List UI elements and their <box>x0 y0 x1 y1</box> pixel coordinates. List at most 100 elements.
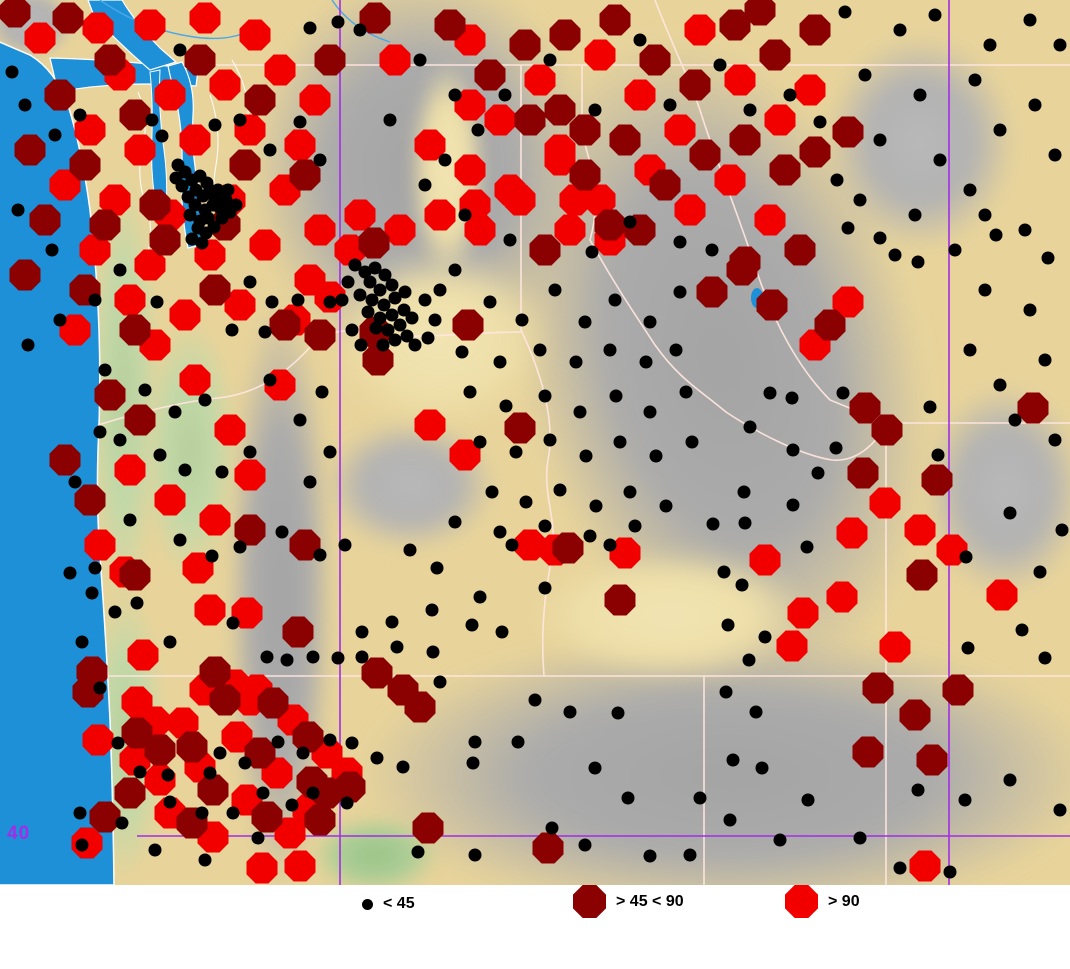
station-marker-gt90 <box>524 64 556 96</box>
station-marker-gt90 <box>154 79 186 111</box>
station-marker-gt45lt90 <box>244 84 276 116</box>
station-marker-lt45 <box>338 538 352 552</box>
station-marker-lt45 <box>578 838 592 852</box>
station-marker-lt45 <box>563 705 577 719</box>
station-marker-lt45 <box>208 118 222 132</box>
station-marker-lt45 <box>213 746 227 760</box>
station-marker-lt45 <box>763 386 777 400</box>
station-marker-lt45 <box>229 198 243 212</box>
station-marker-lt45 <box>150 295 164 309</box>
station-marker-gt45lt90 <box>942 674 974 706</box>
station-marker-lt45 <box>893 23 907 37</box>
station-marker-lt45 <box>233 540 247 554</box>
station-marker-lt45 <box>353 288 367 302</box>
station-marker-gt45lt90 <box>358 227 390 259</box>
station-marker-gt90 <box>484 104 516 136</box>
station-marker-lt45 <box>185 232 199 246</box>
station-marker-lt45 <box>623 485 637 499</box>
station-marker-gt45lt90 <box>544 94 576 126</box>
station-marker-lt45 <box>465 618 479 632</box>
station-marker-gt90 <box>384 214 416 246</box>
station-marker-gt45lt90 <box>282 616 314 648</box>
station-marker-lt45 <box>163 795 177 809</box>
legend-label-gt45lt90: > 45 < 90 <box>616 892 684 910</box>
station-marker-lt45 <box>455 345 469 359</box>
station-marker-lt45 <box>313 153 327 167</box>
station-marker-lt45 <box>800 540 814 554</box>
station-marker-lt45 <box>403 543 417 557</box>
station-marker-lt45 <box>509 445 523 459</box>
station-marker-gt45lt90 <box>199 274 231 306</box>
station-marker-gt45lt90 <box>434 9 466 41</box>
station-marker-lt45 <box>888 248 902 262</box>
station-marker-lt45 <box>693 791 707 805</box>
station-marker-lt45 <box>233 113 247 127</box>
station-marker-gt45lt90 <box>1017 392 1049 424</box>
legend-label-lt45: < 45 <box>383 895 415 912</box>
station-marker-lt45 <box>743 420 757 434</box>
station-marker-lt45 <box>785 391 799 405</box>
station-marker-lt45 <box>1053 38 1067 52</box>
station-marker-lt45 <box>113 433 127 447</box>
marker-layer <box>0 0 1069 884</box>
station-marker-gt45lt90 <box>514 104 546 136</box>
station-marker-lt45 <box>418 293 432 307</box>
station-marker-lt45 <box>1023 303 1037 317</box>
station-marker-gt45lt90 <box>199 656 231 688</box>
station-marker-lt45 <box>376 338 390 352</box>
station-marker-gt90 <box>776 630 808 662</box>
station-marker-lt45 <box>5 65 19 79</box>
station-marker-gt45lt90 <box>899 699 931 731</box>
station-marker-lt45 <box>130 596 144 610</box>
station-marker-gt45lt90 <box>639 44 671 76</box>
station-marker-lt45 <box>388 333 402 347</box>
station-marker-lt45 <box>538 389 552 403</box>
station-marker-gt45lt90 <box>532 832 564 864</box>
station-marker-gt90 <box>179 364 211 396</box>
station-marker-lt45 <box>853 831 867 845</box>
station-marker-lt45 <box>1053 803 1067 817</box>
station-marker-gt90 <box>584 39 616 71</box>
station-marker-lt45 <box>370 751 384 765</box>
station-marker-lt45 <box>483 295 497 309</box>
station-marker-lt45 <box>738 516 752 530</box>
station-marker-lt45 <box>978 208 992 222</box>
station-marker-gt90 <box>754 204 786 236</box>
legend-dark-octagon-swatch <box>573 885 606 918</box>
station-marker-lt45 <box>931 448 945 462</box>
station-marker-lt45 <box>659 499 673 513</box>
station-marker-lt45 <box>463 385 477 399</box>
station-marker-lt45 <box>485 485 499 499</box>
station-marker-gt45lt90 <box>906 559 938 591</box>
station-marker-lt45 <box>98 363 112 377</box>
station-marker-gt90 <box>624 79 656 111</box>
station-marker-lt45 <box>528 693 542 707</box>
station-marker-lt45 <box>323 445 337 459</box>
station-marker-lt45 <box>111 736 125 750</box>
station-marker-lt45 <box>405 311 419 325</box>
station-marker-lt45 <box>1028 98 1042 112</box>
station-marker-lt45 <box>53 313 67 327</box>
station-marker-gt45lt90 <box>209 684 241 716</box>
station-marker-lt45 <box>628 519 642 533</box>
station-marker-gt45lt90 <box>14 134 46 166</box>
station-marker-lt45 <box>385 278 399 292</box>
station-marker-lt45 <box>73 806 87 820</box>
station-marker-lt45 <box>1003 773 1017 787</box>
station-marker-lt45 <box>993 378 1007 392</box>
station-marker-gt45lt90 <box>257 687 289 719</box>
station-marker-gt45lt90 <box>176 731 208 763</box>
station-marker-lt45 <box>538 519 552 533</box>
station-marker-gt45lt90 <box>114 777 146 809</box>
legend-item-gt90: > 90 <box>785 885 860 918</box>
station-marker-lt45 <box>705 243 719 257</box>
station-marker-gt90 <box>554 214 586 246</box>
station-marker-lt45 <box>388 291 402 305</box>
station-marker-lt45 <box>466 756 480 770</box>
station-marker-lt45 <box>913 88 927 102</box>
station-marker-gt90 <box>869 487 901 519</box>
station-marker-lt45 <box>911 255 925 269</box>
station-marker-lt45 <box>113 263 127 277</box>
station-marker-lt45 <box>363 275 377 289</box>
station-marker-lt45 <box>433 283 447 297</box>
